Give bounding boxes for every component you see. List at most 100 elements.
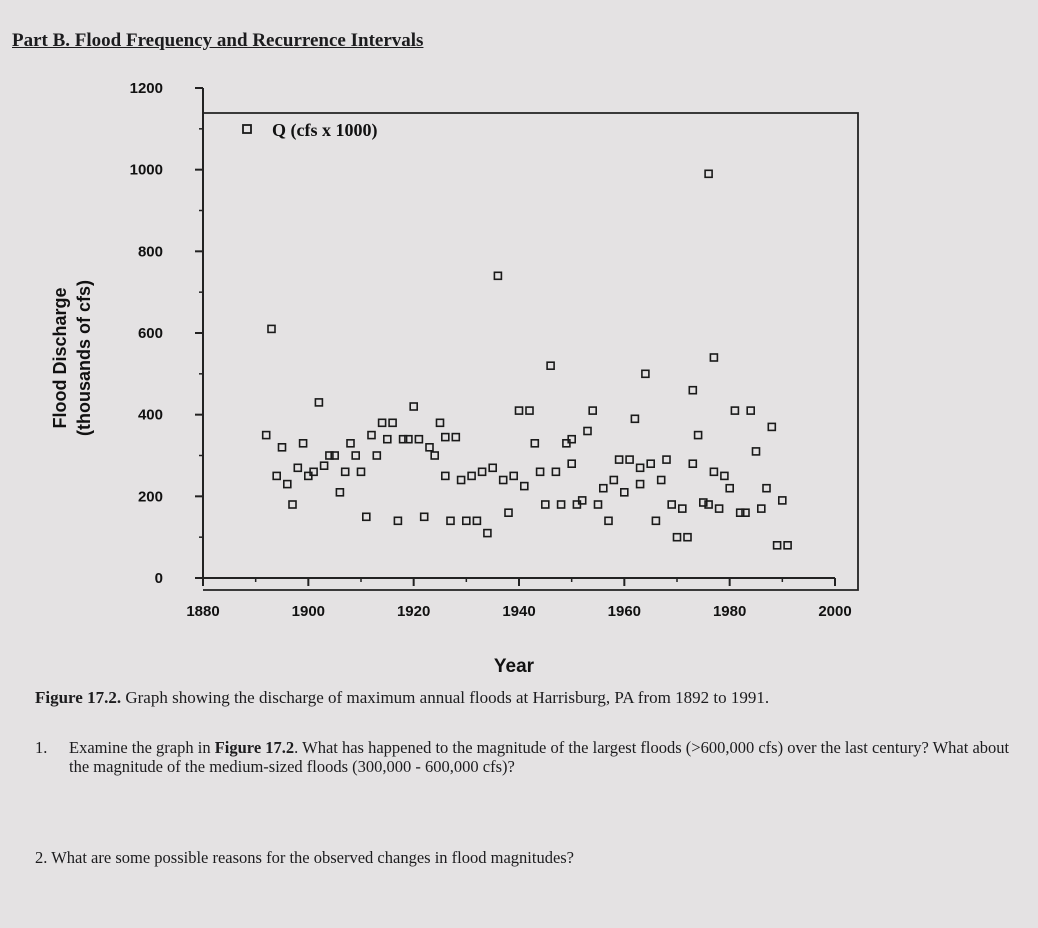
data-point — [261, 430, 271, 440]
question-2: 2. What are some possible reasons for th… — [35, 848, 574, 868]
data-point — [540, 500, 550, 509]
data-point — [672, 532, 682, 542]
data-point — [698, 498, 708, 507]
data-point — [293, 463, 303, 473]
x-tick-label: 1960 — [608, 603, 641, 620]
data-point — [551, 467, 561, 477]
data-point — [398, 434, 408, 444]
question-1-figure-ref: Figure 17.2 — [214, 738, 295, 757]
section-heading: Part B. Flood Frequency and Recurrence I… — [12, 30, 424, 51]
data-point — [356, 467, 366, 477]
data-point — [577, 496, 587, 505]
plot-border — [203, 112, 859, 591]
x-tick-label: 2000 — [818, 603, 851, 620]
legend-label: Q (cfs x 1000) — [272, 120, 377, 141]
data-point — [662, 455, 671, 464]
data-point — [483, 528, 492, 538]
data-point — [677, 504, 687, 513]
data-point — [762, 483, 771, 493]
data-point — [319, 461, 329, 471]
data-point — [583, 426, 592, 436]
data-point — [688, 459, 698, 469]
y-tick-label: 1200 — [130, 80, 163, 97]
data-point — [635, 479, 645, 489]
data-point — [746, 406, 756, 415]
x-tick-label: 1900 — [292, 603, 325, 620]
y-axis-subtitle: (thousands of cfs) — [74, 280, 94, 436]
data-point — [456, 475, 466, 485]
data-point — [556, 500, 566, 509]
data-point — [435, 418, 445, 428]
data-point — [467, 471, 476, 481]
data-point — [498, 475, 508, 485]
data-point — [519, 481, 529, 491]
x-axis-title: Year — [494, 656, 535, 677]
data-point — [535, 467, 545, 477]
data-point — [288, 500, 297, 509]
flood-chart: 0 200 400 600 800 1000 1200 1880 1900 1920 1940 19… — [50, 80, 859, 677]
data-point — [272, 471, 282, 481]
data-point — [367, 430, 376, 440]
question-1-number: 1. — [35, 738, 48, 757]
data-point — [404, 434, 413, 444]
data-point — [598, 483, 608, 493]
data-point — [567, 434, 577, 444]
data-point — [756, 504, 766, 513]
y-axis: 0 200 400 600 800 1000 1200 — [130, 80, 204, 587]
question-2-text: What are some possible reasons for the o… — [51, 848, 575, 867]
y-tick-label: 600 — [138, 325, 163, 342]
chart-legend: Q (cfs x 1000) — [242, 120, 377, 141]
x-tick-label: 1980 — [713, 603, 746, 620]
data-point — [709, 467, 719, 477]
question-2-number: 2. — [35, 848, 48, 867]
data-point — [730, 406, 740, 415]
data-point — [377, 418, 387, 428]
data-point — [735, 508, 745, 518]
question-1-text-a: Examine the graph in — [69, 738, 215, 757]
question-1-text-b: . What has happened to the magnitude of … — [69, 738, 1010, 776]
data-point — [630, 414, 640, 424]
data-point — [446, 516, 455, 526]
data-point — [604, 516, 613, 526]
y-tick-label: 0 — [155, 570, 163, 587]
legend-marker — [242, 124, 252, 134]
data-point — [704, 169, 713, 179]
data-point — [772, 540, 782, 550]
data-point — [409, 402, 419, 411]
data-point — [346, 438, 355, 448]
data-point — [619, 487, 629, 497]
figure-label: Figure 17.2. — [35, 688, 122, 707]
data-point — [641, 369, 650, 379]
data-point — [414, 434, 424, 444]
data-point — [588, 406, 598, 415]
y-axis-title: Flood Discharge — [50, 287, 70, 428]
data-point — [267, 324, 276, 334]
data-points — [261, 169, 792, 550]
figure-caption-text: Graph showing the discharge of maximum a… — [125, 688, 770, 707]
data-point — [277, 442, 287, 452]
data-point — [282, 479, 292, 489]
x-tick-label: 1920 — [397, 603, 430, 620]
data-point — [593, 500, 603, 509]
data-point — [309, 467, 318, 477]
data-point — [488, 463, 498, 473]
data-point — [725, 483, 735, 493]
y-tick-label: 400 — [138, 407, 163, 424]
data-point — [767, 422, 777, 432]
data-point — [440, 471, 450, 481]
data-point — [351, 451, 361, 460]
data-point — [298, 438, 308, 448]
data-point — [751, 447, 761, 456]
data-point — [504, 508, 513, 518]
data-point — [393, 516, 403, 526]
data-point — [567, 459, 577, 469]
data-point — [461, 516, 471, 526]
data-point — [656, 475, 666, 485]
data-point — [609, 475, 619, 485]
figure-caption: Figure 17.2. Graph showing the discharge… — [35, 688, 769, 708]
data-point — [440, 432, 450, 442]
axis-labels: Flood Discharge (thousands of cfs) Year — [50, 280, 535, 677]
data-point — [330, 451, 340, 460]
plot-frame — [203, 112, 859, 591]
data-point — [335, 487, 345, 497]
